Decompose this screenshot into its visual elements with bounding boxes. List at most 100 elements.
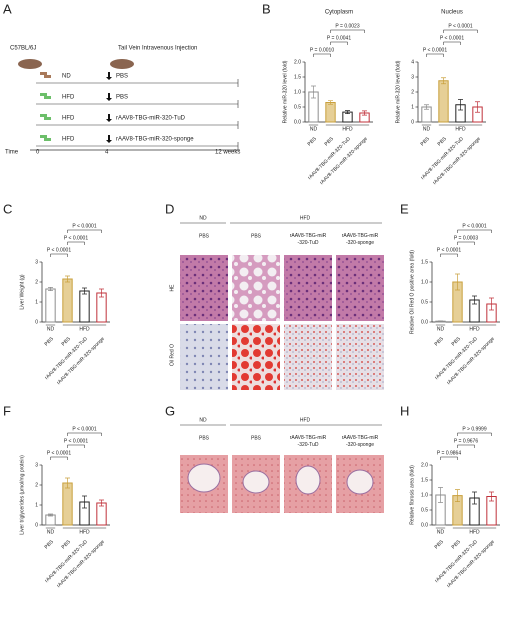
error-bar <box>455 273 460 291</box>
p-value: P = 0.0023 <box>335 23 359 29</box>
y-tick-label: 0.0 <box>421 319 428 325</box>
p-value: P = 0.9864 <box>437 450 461 456</box>
error-bar <box>489 297 494 311</box>
oil-red-image <box>232 324 280 390</box>
significance-bracket <box>457 444 475 448</box>
p-value: P < 0.0001 <box>47 247 71 253</box>
food-icon <box>40 114 47 117</box>
y-axis-label: Relative fibrosis area (fold) <box>409 465 415 525</box>
injection-arrow <box>106 72 112 80</box>
oil-red-image <box>336 324 384 390</box>
vessel <box>242 470 270 494</box>
y-tick-label: 2.0 <box>294 59 301 65</box>
time-label: Time <box>5 150 19 156</box>
p-value: P = 0.9676 <box>454 438 478 444</box>
significance-bracket <box>330 41 348 45</box>
panel-letter: F <box>3 403 11 418</box>
group-label: ND <box>437 529 445 535</box>
y-tick-label: 2 <box>411 89 414 95</box>
group-label: HFD <box>469 529 480 535</box>
p-value: P < 0.0001 <box>72 223 96 229</box>
y-tick-label: 1.0 <box>421 279 428 285</box>
significance-bracket <box>313 53 331 57</box>
error-bar <box>475 101 480 113</box>
error-bar <box>65 477 70 489</box>
food-icon <box>40 135 47 138</box>
treatment-label: PBS <box>116 95 128 101</box>
bar <box>45 514 56 526</box>
y-tick-label: 3 <box>35 259 38 265</box>
error-bar <box>48 513 53 517</box>
vessel <box>187 463 221 493</box>
bar-chart: Cytoplasm 0.0 0.5 1.0 1.5 2.0 Relative miR-320… <box>282 10 373 186</box>
row-label: Oil Red O <box>169 344 175 366</box>
group-label: ND <box>47 326 55 332</box>
diet-label: HFD <box>62 95 75 101</box>
group-label: HFD <box>79 326 90 332</box>
error-bar <box>438 320 443 322</box>
error-bar <box>328 100 333 105</box>
x-tick-label: PBS <box>61 336 73 348</box>
y-axis-label: Relative miR-320 level (fold) <box>282 60 288 123</box>
food-icon <box>44 117 51 120</box>
group-label: ND <box>310 126 318 132</box>
x-tick-label: PBS <box>434 336 446 348</box>
significance-bracket <box>440 456 458 460</box>
significance-bracket <box>426 53 444 57</box>
x-tick-label: PBS <box>44 539 56 551</box>
bar-chart: 0.0 0.5 1.0 1.5 Relative Oil Red O positive … <box>409 223 500 386</box>
p-value: P < 0.0001 <box>72 426 96 432</box>
p-value: P < 0.0001 <box>440 35 464 41</box>
y-tick-label: 2 <box>35 279 38 285</box>
significance-bracket <box>443 41 461 45</box>
he-image <box>336 255 384 321</box>
significance-bracket <box>457 241 475 245</box>
x-tick-label: PBS <box>451 539 463 551</box>
bar <box>62 278 73 323</box>
bar <box>325 102 336 123</box>
p-value: P < 0.0001 <box>64 438 88 444</box>
significance-bracket <box>67 432 102 436</box>
group-label: ND <box>423 126 431 132</box>
p-value: P = 0.0003 <box>454 235 478 241</box>
bar-chart: Nucleus 0 1 2 3 4 Relative miR-320 level (fold… <box>395 10 486 186</box>
p-value: P < 0.0001 <box>448 23 472 29</box>
panel-letter: E <box>400 201 409 216</box>
y-tick-label: 3 <box>35 462 38 468</box>
p-value: P < 0.0001 <box>462 223 486 229</box>
time-label: 12 weeks <box>215 150 240 156</box>
error-bar <box>458 99 463 111</box>
error-bar <box>82 287 87 295</box>
group-label: ND <box>47 529 55 535</box>
panel-letters: A B C D E F G H <box>3 1 409 418</box>
vessel <box>346 469 374 495</box>
group-label: HFD <box>300 417 311 423</box>
column-label: rAAV8-TBG-miR -320-TuD <box>290 435 327 448</box>
x-tick-label: PBS <box>324 136 336 148</box>
food-icon <box>44 96 51 99</box>
significance-bracket <box>67 241 85 245</box>
column-label: rAAV8-TBG-miR -320-TuD <box>290 233 327 246</box>
y-tick-label: 0.5 <box>421 299 428 305</box>
y-tick-label: 2 <box>35 482 38 488</box>
bar <box>79 290 90 323</box>
significance-bracket <box>330 29 365 33</box>
time-label: 0 <box>36 150 40 156</box>
p-value: P < 0.0001 <box>437 247 461 253</box>
group-label: HFD <box>342 126 353 132</box>
x-tick-label: PBS <box>307 136 319 148</box>
group-label: HFD <box>455 126 466 132</box>
column-label: rAAV8-TBG-miR -320-sponge <box>342 435 379 448</box>
panel-letter: D <box>165 201 174 216</box>
food-icon <box>40 72 47 75</box>
column-label: PBS <box>251 435 262 441</box>
column-label: PBS <box>199 435 210 441</box>
x-tick-label: PBS <box>434 539 446 551</box>
y-tick-label: 1.0 <box>294 89 301 95</box>
y-tick-label: 1.5 <box>294 74 301 80</box>
significance-bracket <box>443 29 478 33</box>
y-axis-label: Relative Oil Red O positive area (fold) <box>409 250 415 334</box>
y-tick-label: 1.5 <box>421 477 428 483</box>
significance-bracket <box>440 253 458 257</box>
y-tick-label: 1 <box>35 299 38 305</box>
